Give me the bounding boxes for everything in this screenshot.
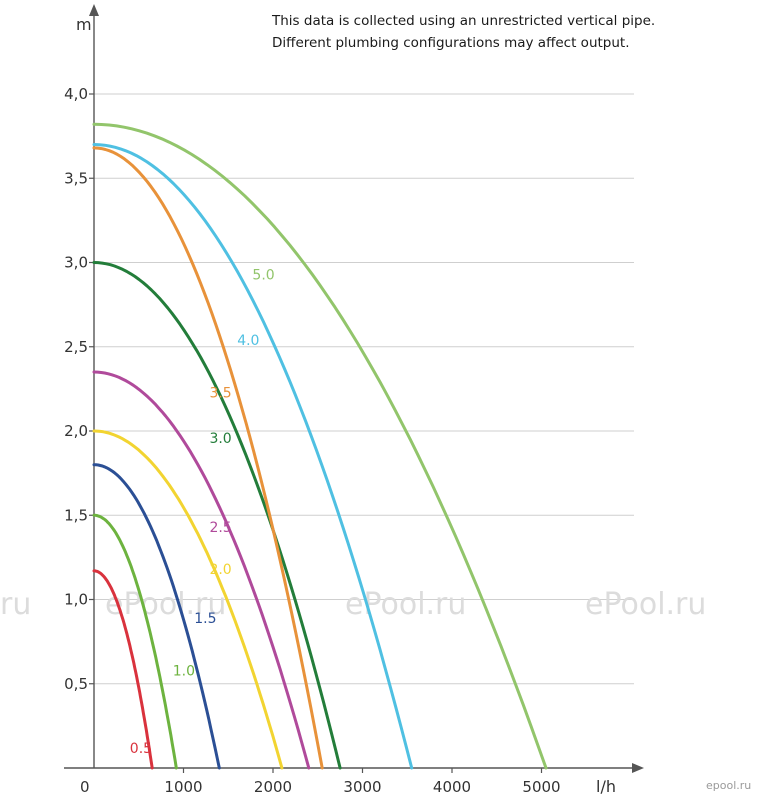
y-tick-label: 3,5	[64, 169, 88, 187]
watermark-4: ePool.ru	[585, 587, 706, 622]
watermark-3: ePool.ru	[345, 587, 466, 622]
note-line-2: Different plumbing configurations may af…	[272, 35, 630, 51]
series-line-5-0	[92, 122, 548, 770]
series-line-2-5	[92, 370, 311, 770]
series-label-3-5: 3.5	[209, 385, 231, 401]
series-line-1-0	[92, 513, 178, 770]
series-label-4-0: 4.0	[237, 333, 259, 349]
axes	[64, 4, 644, 773]
x-tick-label: 2000	[254, 778, 292, 796]
y-tick-label: 3,0	[64, 254, 88, 272]
watermark-2: ePool.ru	[105, 587, 226, 622]
series-label-1-0: 1.0	[173, 663, 195, 679]
watermark-1: ru	[0, 587, 31, 622]
series-line-2-0	[92, 429, 284, 770]
x-tick-label: 3000	[343, 778, 381, 796]
series-line-0-5	[92, 569, 154, 770]
y-tick-label: 1,0	[64, 591, 88, 609]
x-axis-label: l/h	[596, 777, 616, 796]
series-label-1-5: 1.5	[194, 611, 216, 627]
y-tick-label: 2,0	[64, 422, 88, 440]
watermarks: ru ePool.ru ePool.ru ePool.ru epool.ru	[0, 587, 751, 792]
series	[92, 122, 548, 770]
x-axis-arrow	[632, 763, 644, 773]
series-line-3-5	[92, 146, 324, 770]
series-line-1-5	[92, 463, 221, 770]
y-axis-arrow	[89, 4, 99, 16]
origin-label: 0	[80, 778, 90, 796]
x-tick-label: 5000	[522, 778, 560, 796]
series-label-2-0: 2.0	[209, 562, 231, 578]
series-label-3-0: 3.0	[209, 431, 231, 447]
series-labels: 0.5 1.0 1.5 2.0 2.5 3.0 3.5 4.0 5.0	[130, 267, 275, 756]
y-axis-label: m	[76, 15, 92, 34]
y-tick-label: 0,5	[64, 675, 88, 693]
x-tick-label: 1000	[164, 778, 202, 796]
series-line-3-0	[92, 261, 342, 770]
grid-lines	[89, 93, 634, 773]
tick-labels: 0,5 1,0 1,5 2,0 2,5 3,0 3,5 4,0 1000 2000 3000 4000…	[64, 85, 560, 796]
y-tick-label: 4,0	[64, 85, 88, 103]
note-line-1: This data is collected using an unrestri…	[271, 13, 655, 29]
y-tick-label: 2,5	[64, 338, 88, 356]
corner-logo: epool.ru	[706, 779, 751, 792]
y-tick-label: 1,5	[64, 506, 88, 524]
x-tick-label: 4000	[433, 778, 471, 796]
series-label-0-5: 0.5	[130, 741, 152, 757]
series-line-4-0	[92, 143, 414, 770]
series-label-5-0: 5.0	[252, 267, 274, 283]
series-label-2-5: 2.5	[209, 520, 231, 536]
